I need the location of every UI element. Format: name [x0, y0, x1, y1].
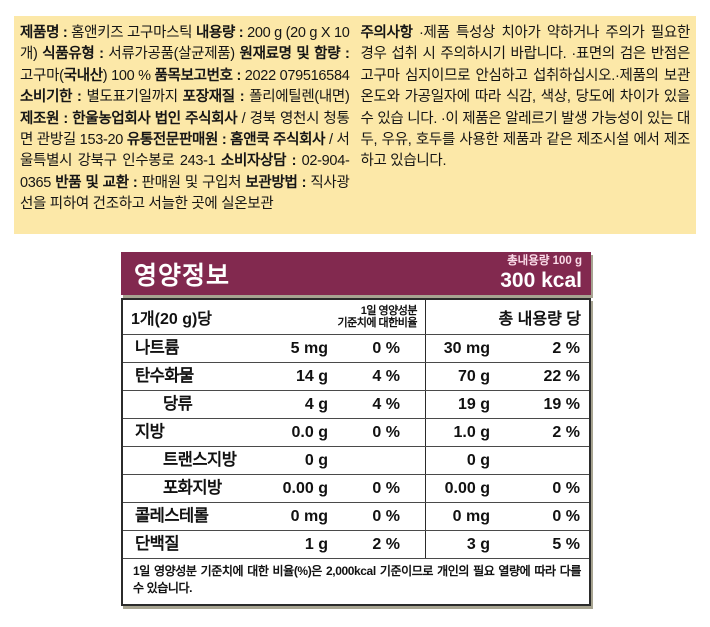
product-details-text: 제품명 : 홈앤키즈 고구마스틱 내용량 : 200 g (20 g X 10개…	[20, 23, 350, 234]
percent-per-serving: 0 %	[372, 340, 400, 357]
field-label: 제품명 :	[20, 25, 72, 41]
per-serving-label: 1개(20 g)당	[131, 311, 213, 328]
percent-per-total: 0 %	[552, 480, 580, 497]
nutrition-footnote: 1일 영양성분 기준치에 대한 비율(%)은 2,000kcal 기준이므로 개…	[123, 558, 589, 604]
percent-per-serving: 4 %	[372, 396, 400, 413]
product-info-panel: 제품명 : 홈앤키즈 고구마스틱 내용량 : 200 g (20 g X 10개…	[14, 16, 696, 234]
nutrition-row-carbohydrate: 탄수화물 14 g 4 % 70 g 22 %	[123, 362, 589, 390]
field-label: 국내산	[63, 67, 103, 84]
field-value: / 서울특별시 강북구 인수봉로 243-1	[20, 132, 350, 170]
daily-value-label-line2: 기준치에 대한비율	[337, 317, 417, 329]
field-value: 홈앤키즈 고구마스틱	[71, 25, 196, 41]
nutrient-name: 탄수화물	[135, 367, 194, 385]
nutrition-subheader-row: 1개(20 g)당 1일 영양성분 기준치에 대한비율 총 내용량 당	[123, 300, 589, 334]
percent-per-total: 22 %	[543, 368, 580, 385]
field-label: 제조원 : 한울농업회사 법인 주식회사	[20, 110, 238, 127]
amount-per-serving: 0.00 g	[282, 480, 328, 497]
nutrition-title: 영양정보	[134, 261, 231, 290]
field-value: 판매원 및 구입처	[141, 174, 246, 191]
percent-per-serving: 0 %	[372, 424, 400, 441]
field-value: 폴리에틸렌(내면)	[249, 89, 350, 106]
percent-per-total: 19 %	[543, 396, 580, 413]
field-value: / 경북 영천시 청통면 관방길 153-20	[20, 110, 350, 149]
amount-per-serving: 4 g	[304, 396, 328, 413]
percent-per-total: 5 %	[552, 536, 580, 553]
amount-per-total: 0.00 g	[425, 475, 517, 502]
field-value: 고구마(	[20, 67, 64, 84]
field-label: 보관방법 :	[245, 174, 311, 191]
field-label: 포장재질 :	[182, 89, 250, 106]
nutrient-name: 트랜스지방	[163, 451, 237, 469]
amount-per-serving: 0 mg	[290, 508, 328, 525]
daily-value-label: 1일 영양성분 기준치에 대한비율	[255, 305, 425, 330]
field-value: 서류가공품(살균제품)	[108, 46, 240, 63]
amount-per-serving: 0 g	[304, 452, 328, 469]
percent-per-serving	[355, 447, 425, 474]
amount-per-total: 70 g	[425, 363, 517, 390]
amount-per-total: 3 g	[425, 531, 517, 558]
nutrition-header: 영양정보 총내용량 100 g 300 kcal	[121, 252, 591, 295]
amount-per-serving: 0.0 g	[291, 424, 328, 441]
amount-per-serving: 14 g	[295, 368, 328, 385]
percent-per-serving: 2 %	[372, 536, 400, 553]
field-value: 별도표기일까지	[86, 89, 183, 106]
total-amount-label: 총내용량 100 g	[507, 254, 582, 267]
amount-per-serving: 1 g	[304, 536, 328, 553]
nutrition-row-sodium: 나트륨 5 mg 0 % 30 mg 2 %	[123, 334, 589, 362]
field-label: 반품 및 교환 :	[55, 174, 142, 191]
nutrient-name: 당류	[163, 395, 193, 413]
field-label: 유통전문판매원 :	[126, 132, 231, 149]
amount-per-serving: 5 mg	[290, 340, 328, 357]
calories-value: 300 kcal	[500, 269, 582, 293]
percent-per-total	[517, 447, 589, 474]
field-value: ) 100 %	[102, 67, 155, 84]
precautions-text: 주의사항 ·제품 특성상 치아가 약하거나 주의가 필요한 경우 섭취 시 주의…	[361, 23, 691, 234]
field-label: 주의사항	[360, 25, 420, 41]
percent-per-serving: 0 %	[372, 480, 400, 497]
amount-per-total: 0 g	[425, 447, 517, 474]
nutrition-row-trans-fat: 트랜스지방 0 g 0 g	[123, 446, 589, 474]
amount-per-total: 1.0 g	[425, 419, 517, 446]
percent-per-total: 2 %	[552, 340, 580, 357]
nutrient-name: 콜레스테롤	[135, 507, 209, 525]
field-value: 직사광선을 피하여 건조하고 서늘한 곳에 실온보관	[20, 174, 350, 213]
field-value: ·제품 특성상 치아가 약하거나 주의가 필요한 경우 섭취 시 주의하시기 바…	[360, 25, 691, 170]
nutrition-header-totals: 총내용량 100 g 300 kcal	[500, 254, 591, 293]
nutrition-facts-table: 영양정보 총내용량 100 g 300 kcal 1개(20 g)당 1일 영양…	[121, 252, 591, 606]
field-label: 품목보고번호 :	[154, 67, 245, 84]
nutrition-body: 1개(20 g)당 1일 영양성분 기준치에 대한비율 총 내용량 당 나트륨 …	[121, 298, 591, 606]
nutrient-name: 포화지방	[163, 479, 222, 497]
field-label: 홈앤쿡 주식회사	[230, 132, 326, 149]
nutrient-name: 단백질	[135, 535, 180, 553]
field-label: 원재료명 및 함량 :	[239, 46, 350, 63]
nutrition-row-cholesterol: 콜레스테롤 0 mg 0 % 0 mg 0 %	[123, 502, 589, 530]
amount-per-total: 0 mg	[425, 503, 517, 530]
amount-per-total: 19 g	[425, 391, 517, 418]
amount-per-total: 30 mg	[425, 335, 517, 362]
percent-per-serving: 0 %	[372, 508, 400, 525]
field-label: 식품유형 :	[42, 46, 109, 63]
field-value: 02-904- 0365	[20, 153, 350, 191]
field-label: 소비기한 :	[20, 89, 87, 106]
nutrition-row-protein: 단백질 1 g 2 % 3 g 5 %	[123, 530, 589, 558]
field-label: 소비자상담 :	[220, 153, 302, 170]
percent-per-total: 2 %	[552, 424, 580, 441]
field-value: 200 g (20 g X 10개)	[20, 25, 350, 63]
field-label: 내용량 :	[195, 25, 248, 41]
nutrient-name: 지방	[135, 423, 165, 441]
percent-per-serving: 4 %	[372, 368, 400, 385]
nutrition-row-sugars: 당류 4 g 4 % 19 g 19 %	[123, 390, 589, 418]
per-total-label: 총 내용량 당	[425, 300, 589, 334]
percent-per-total: 0 %	[552, 508, 580, 525]
daily-value-label-line1: 1일 영양성분	[360, 304, 418, 317]
field-value: 2022 079516584	[244, 67, 350, 84]
nutrition-row-saturated-fat: 포화지방 0.00 g 0 % 0.00 g 0 %	[123, 474, 589, 502]
nutrient-name: 나트륨	[135, 339, 180, 357]
nutrition-row-fat: 지방 0.0 g 0 % 1.0 g 2 %	[123, 418, 589, 446]
